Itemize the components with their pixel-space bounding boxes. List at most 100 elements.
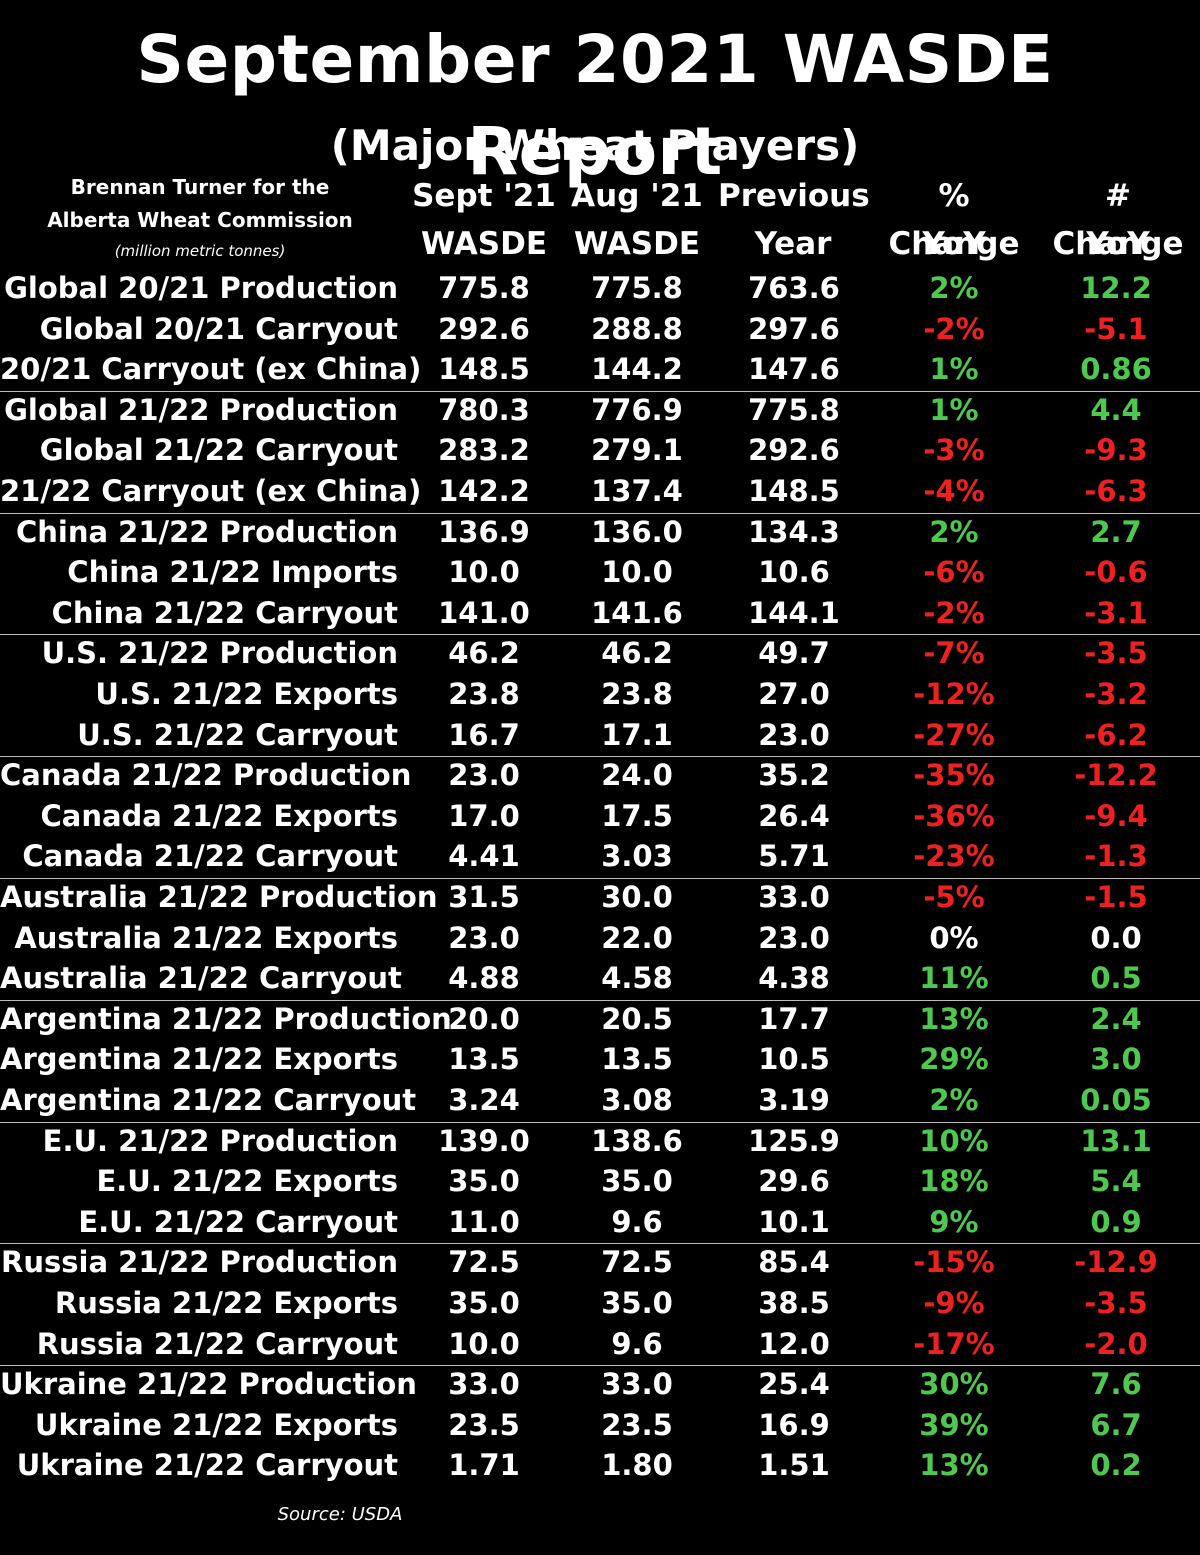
pct-change: 29% (919, 1042, 989, 1077)
table-row: U.S. 21/22 Production 46.2 46.2 49.7 -7% -3.5 (0, 633, 1200, 674)
pct-change: -4% (923, 474, 985, 508)
row-label: Argentina 21/22 Production (0, 1001, 452, 1036)
sept-value: 20.0 (448, 1001, 520, 1036)
aug-value: 775.8 (591, 271, 683, 305)
table-row: E.U. 21/22 Exports 35.0 35.0 29.6 18% 5.4 (0, 1161, 1200, 1202)
header-4-bottom: YoY (922, 226, 986, 262)
header-3-bottom: Year (754, 226, 832, 262)
sept-value: 35.0 (448, 1164, 520, 1199)
num-change: -9.4 (1084, 798, 1148, 833)
sept-value: 775.8 (438, 271, 530, 305)
aug-value: 136.0 (591, 514, 683, 549)
sept-value: 33.0 (448, 1367, 520, 1402)
group-divider (0, 756, 1200, 757)
row-label: Russia 21/22 Exports (54, 1286, 398, 1320)
row-label: 20/21 Carryout (ex China) (0, 352, 422, 387)
row-label: Canada 21/22 Carryout (22, 839, 398, 874)
sept-value: 35.0 (448, 1286, 520, 1320)
aug-value: 35.0 (601, 1164, 673, 1199)
prev-year-value: 12.0 (758, 1326, 830, 1361)
pct-change: -5% (923, 880, 985, 914)
table-row: Canada 21/22 Production 23.0 24.0 35.2 -35% -… (0, 755, 1200, 796)
pct-change: 2% (929, 271, 979, 305)
prev-year-value: 144.1 (748, 595, 840, 630)
prev-year-value: 1.51 (758, 1448, 830, 1483)
num-change: 2.4 (1090, 1001, 1142, 1036)
row-label: E.U. 21/22 Production (42, 1123, 398, 1158)
aug-value: 137.4 (591, 474, 683, 508)
table-row: Australia 21/22 Exports 23.0 22.0 23.0 0% 0.0 (0, 918, 1200, 959)
pct-change: -7% (923, 636, 985, 671)
prev-year-value: 10.1 (758, 1204, 830, 1239)
row-label: Canada 21/22 Production (0, 758, 412, 793)
sept-value: 292.6 (438, 311, 530, 346)
pct-change: -2% (923, 311, 985, 346)
sept-value: 141.0 (438, 595, 530, 630)
prev-year-value: 10.5 (758, 1042, 830, 1077)
header-2-bottom: WASDE (573, 226, 701, 262)
aug-value: 3.03 (601, 839, 673, 874)
prev-year-value: 49.7 (758, 636, 830, 671)
row-label: 21/22 Carryout (ex China) (0, 474, 422, 508)
prev-year-value: 27.0 (758, 677, 830, 711)
aug-value: 1.80 (601, 1448, 673, 1483)
aug-value: 9.6 (611, 1204, 663, 1239)
num-change: 0.2 (1090, 1448, 1142, 1483)
aug-value: 279.1 (591, 433, 683, 468)
aug-value: 9.6 (611, 1326, 663, 1361)
prev-year-value: 4.38 (758, 961, 830, 996)
prev-year-value: 297.6 (748, 311, 840, 346)
row-label: Australia 21/22 Carryout (0, 961, 402, 996)
aug-value: 35.0 (601, 1286, 673, 1320)
row-label: Global 21/22 Carryout (39, 433, 398, 468)
row-label: China 21/22 Carryout (51, 595, 398, 630)
row-label: U.S. 21/22 Carryout (77, 717, 398, 752)
aug-value: 17.5 (601, 798, 673, 833)
row-label: Russia 21/22 Production (1, 1245, 398, 1280)
sept-value: 23.0 (448, 920, 520, 955)
num-change: 5.4 (1090, 1164, 1142, 1199)
prev-year-value: 148.5 (748, 474, 840, 508)
aug-value: 23.8 (601, 677, 673, 711)
num-change: 12.2 (1080, 271, 1152, 305)
prev-year-value: 85.4 (758, 1245, 830, 1280)
header-1-top: Sept '21 (412, 178, 556, 214)
num-change: -12.2 (1074, 758, 1158, 793)
sept-value: 1.71 (448, 1448, 520, 1483)
num-change: 3.0 (1090, 1042, 1142, 1077)
prev-year-value: 17.7 (758, 1001, 830, 1036)
aug-value: 24.0 (601, 758, 673, 793)
row-label: Australia 21/22 Exports (14, 920, 398, 955)
num-change: 0.86 (1080, 352, 1152, 387)
header-4-top: % Change (888, 178, 1020, 262)
pct-change: 2% (929, 1083, 979, 1117)
pct-change: 18% (919, 1164, 989, 1199)
header-5-top: # Change (1052, 178, 1184, 262)
sept-value: 139.0 (438, 1123, 530, 1158)
prev-year-value: 38.5 (758, 1286, 830, 1320)
num-change: -6.3 (1084, 474, 1148, 508)
row-label: Global 20/21 Carryout (39, 311, 398, 346)
prev-year-value: 26.4 (758, 798, 830, 833)
aug-value: 20.5 (601, 1001, 673, 1036)
pct-change: 9% (929, 1204, 979, 1239)
table-row: Global 21/22 Carryout 283.2 279.1 292.6 -3% -… (0, 430, 1200, 471)
sept-value: 3.24 (448, 1083, 520, 1117)
aug-value: 13.5 (601, 1042, 673, 1077)
sept-value: 4.41 (448, 839, 520, 874)
sept-value: 142.2 (438, 474, 530, 508)
sept-value: 23.5 (448, 1407, 520, 1442)
num-change: 2.7 (1090, 514, 1142, 549)
header-2-top: Aug '21 (571, 178, 703, 214)
pct-change: -23% (913, 839, 995, 874)
table-row: Global 20/21 Production 775.8 775.8 763.6 2%… (0, 268, 1200, 309)
row-label: Ukraine 21/22 Exports (34, 1407, 398, 1442)
table-row: China 21/22 Carryout 141.0 141.6 144.1 -2% -3… (0, 593, 1200, 634)
prev-year-value: 3.19 (758, 1083, 830, 1117)
num-change: -3.5 (1084, 1286, 1148, 1320)
table-row: China 21/22 Imports 10.0 10.0 10.6 -6% -0.6 (0, 552, 1200, 593)
pct-change: 0% (929, 920, 979, 955)
pct-change: -17% (913, 1326, 995, 1361)
row-label: U.S. 21/22 Production (41, 636, 398, 671)
table-row: E.U. 21/22 Carryout 11.0 9.6 10.1 9% 0.9 (0, 1202, 1200, 1243)
